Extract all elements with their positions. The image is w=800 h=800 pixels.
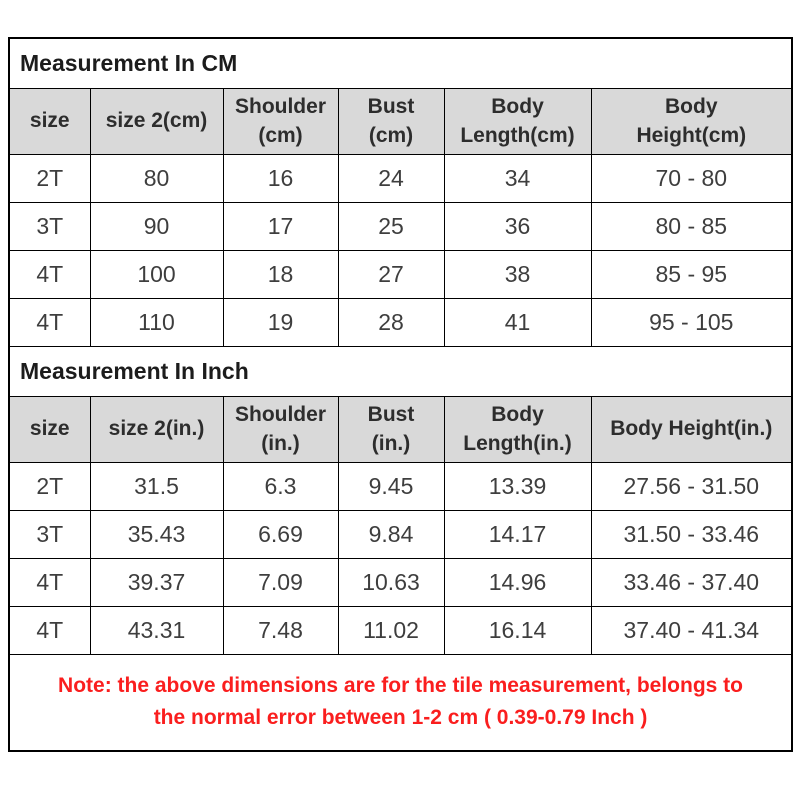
header-line: Body — [665, 94, 718, 118]
inch-table-row: 3T 35.43 6.69 9.84 14.17 31.50 - 33.46 — [8, 509, 793, 559]
inch-column-header-body-length: Body Length(in.) — [443, 395, 592, 463]
header-line: (in.) — [371, 432, 411, 455]
cell-bust: 9.84 — [337, 509, 445, 559]
header-line: size 2(in.) — [108, 417, 205, 441]
cell-size: 4T — [8, 249, 91, 299]
header-line: Bust — [367, 402, 415, 426]
cell-size: 2T — [8, 461, 91, 511]
cell-size: 4T — [8, 557, 91, 607]
cell-bust: 11.02 — [337, 605, 445, 655]
cell-body-length: 16.14 — [443, 605, 592, 655]
note-line-2: the normal error between 1-2 cm ( 0.39-0… — [153, 706, 648, 730]
cm-section-title: Measurement In CM — [8, 37, 793, 89]
inch-column-header-size2: size 2(in.) — [89, 395, 224, 463]
cell-body-height: 31.50 - 33.46 — [590, 509, 793, 559]
inch-table-row: 4T 43.31 7.48 11.02 16.14 37.40 - 41.34 — [8, 605, 793, 655]
cell-shoulder: 16 — [222, 153, 339, 203]
cell-size: 4T — [8, 297, 91, 347]
cell-size2: 90 — [89, 201, 224, 251]
header-line: Shoulder — [234, 402, 326, 426]
cell-bust: 10.63 — [337, 557, 445, 607]
cell-body-length: 34 — [443, 153, 592, 203]
cell-body-length: 14.17 — [443, 509, 592, 559]
cell-body-height: 85 - 95 — [590, 249, 793, 299]
cell-bust: 25 — [337, 201, 445, 251]
cell-bust: 28 — [337, 297, 445, 347]
cell-shoulder: 18 — [222, 249, 339, 299]
cell-shoulder: 19 — [222, 297, 339, 347]
inch-table-row: 4T 39.37 7.09 10.63 14.96 33.46 - 37.40 — [8, 557, 793, 607]
cell-shoulder: 17 — [222, 201, 339, 251]
inch-column-header-body-height: Body Height(in.) — [590, 395, 793, 463]
cell-body-length: 14.96 — [443, 557, 592, 607]
note-line-1: Note: the above dimensions are for the t… — [58, 673, 744, 697]
inch-column-header-bust: Bust (in.) — [337, 395, 445, 463]
cell-size: 4T — [8, 605, 91, 655]
cm-table-row: 2T 80 16 24 34 70 - 80 — [8, 153, 793, 203]
cm-table-row: 4T 110 19 28 41 95 - 105 — [8, 297, 793, 347]
inch-table-row: 2T 31.5 6.3 9.45 13.39 27.56 - 31.50 — [8, 461, 793, 511]
cm-column-header-bust: Bust (cm) — [337, 87, 445, 155]
cell-shoulder: 7.09 — [222, 557, 339, 607]
cell-body-length: 36 — [443, 201, 592, 251]
cell-size2: 110 — [89, 297, 224, 347]
cell-body-height: 70 - 80 — [590, 153, 793, 203]
inch-section-title: Measurement In Inch — [8, 345, 793, 397]
cell-size: 3T — [8, 509, 91, 559]
cell-body-height: 33.46 - 37.40 — [590, 557, 793, 607]
cell-body-length: 13.39 — [443, 461, 592, 511]
inch-title-row: Measurement In Inch — [8, 345, 793, 397]
cell-body-length: 41 — [443, 297, 592, 347]
cell-body-height: 27.56 - 31.50 — [590, 461, 793, 511]
cell-size2: 80 — [89, 153, 224, 203]
cell-size2: 39.37 — [89, 557, 224, 607]
cell-body-height: 80 - 85 — [590, 201, 793, 251]
cell-bust: 9.45 — [337, 461, 445, 511]
header-line: Shoulder — [234, 94, 326, 118]
cell-body-length: 38 — [443, 249, 592, 299]
cell-size2: 43.31 — [89, 605, 224, 655]
cm-column-header-body-height: Body Height(cm) — [590, 87, 793, 155]
header-line: (cm) — [368, 124, 414, 147]
header-line: size — [29, 109, 70, 133]
header-line: Length(cm) — [460, 124, 575, 147]
cell-body-height: 37.40 - 41.34 — [590, 605, 793, 655]
header-line: Body — [491, 402, 544, 426]
header-line: (cm) — [258, 124, 303, 147]
header-line: Body Height(in.) — [610, 417, 773, 441]
cm-table-row: 4T 100 18 27 38 85 - 95 — [8, 249, 793, 299]
inch-column-header-size: size — [8, 395, 91, 463]
cell-size2: 31.5 — [89, 461, 224, 511]
cell-shoulder: 6.69 — [222, 509, 339, 559]
cell-size: 2T — [8, 153, 91, 203]
header-line: Bust — [367, 94, 415, 118]
inch-column-header-shoulder: Shoulder (in.) — [222, 395, 339, 463]
cell-size: 3T — [8, 201, 91, 251]
cell-shoulder: 6.3 — [222, 461, 339, 511]
cm-column-header-shoulder: Shoulder (cm) — [222, 87, 339, 155]
measurement-note: Note: the above dimensions are for the t… — [8, 653, 793, 752]
cm-column-header-body-length: Body Length(cm) — [443, 87, 592, 155]
cm-column-header-size2: size 2(cm) — [89, 87, 224, 155]
cm-header-row: size size 2(cm) Shoulder (cm) Bust (cm) Bo… — [8, 87, 793, 155]
cell-bust: 27 — [337, 249, 445, 299]
header-line: (in.) — [261, 432, 300, 455]
note-row: Note: the above dimensions are for the t… — [8, 653, 793, 752]
cell-shoulder: 7.48 — [222, 605, 339, 655]
cm-title-row: Measurement In CM — [8, 37, 793, 89]
cell-size2: 100 — [89, 249, 224, 299]
cm-table-row: 3T 90 17 25 36 80 - 85 — [8, 201, 793, 251]
header-line: Height(cm) — [636, 124, 747, 147]
cm-column-header-size: size — [8, 87, 91, 155]
header-line: Body — [491, 94, 544, 118]
header-line: Length(in.) — [463, 432, 572, 455]
header-line: size — [29, 417, 70, 441]
cell-size2: 35.43 — [89, 509, 224, 559]
header-line: size 2(cm) — [105, 109, 208, 133]
cell-bust: 24 — [337, 153, 445, 203]
inch-header-row: size size 2(in.) Shoulder (in.) Bust (in.)… — [8, 395, 793, 463]
cell-body-height: 95 - 105 — [590, 297, 793, 347]
size-chart-table: Measurement In CM size size 2(cm) Should… — [8, 37, 794, 752]
